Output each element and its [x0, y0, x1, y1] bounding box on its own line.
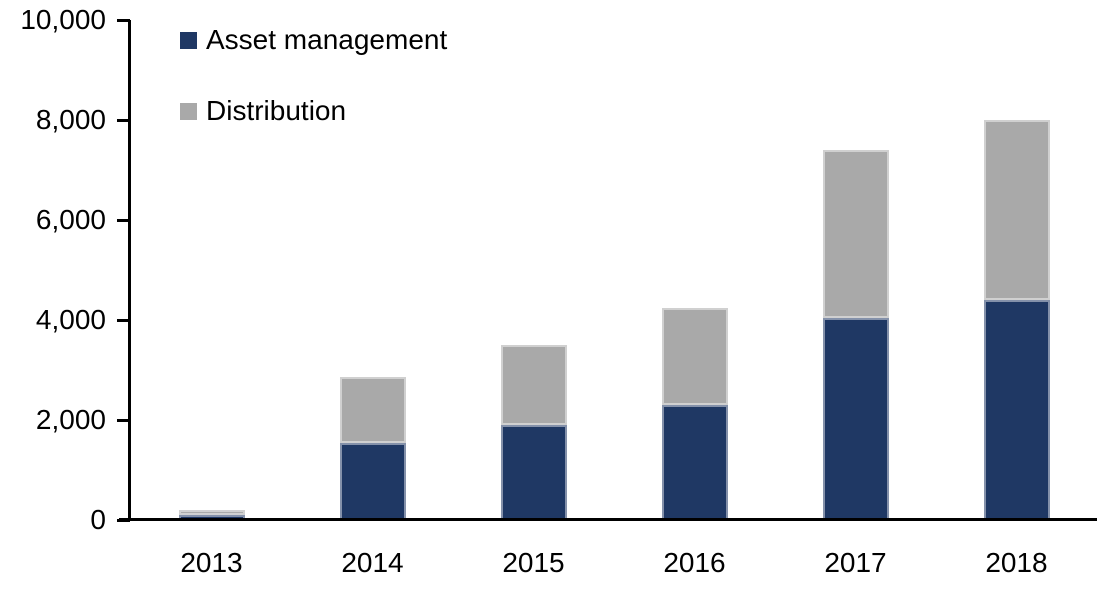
y-axis-tick-label: 8,000	[35, 104, 106, 135]
y-axis-tick-label: 10,000	[20, 4, 106, 35]
bar-segment-distribution-2013	[178, 510, 245, 515]
y-axis-tick-label: 2,000	[35, 404, 106, 435]
x-axis-category-label: 2015	[502, 547, 565, 578]
legend-swatch-icon	[180, 31, 197, 49]
y-axis-tick-label: 0	[90, 504, 106, 535]
x-axis-category-label: 2018	[985, 547, 1048, 578]
y-axis-line	[128, 20, 131, 521]
legend-swatch-icon	[180, 102, 197, 120]
y-axis-tick	[117, 419, 130, 422]
bar-segment-distribution-2014	[339, 377, 406, 443]
legend-label: Distribution	[206, 95, 347, 126]
y-axis-tick-label: 6,000	[35, 204, 106, 235]
x-axis-category-label: 2014	[341, 547, 404, 578]
bar-segment-distribution-2016	[661, 307, 728, 405]
legend-item: Asset management	[180, 26, 447, 54]
bar-segment-asset-management-2017	[822, 317, 889, 520]
legend-label: Asset management	[206, 24, 448, 55]
y-axis-tick	[117, 219, 130, 222]
bar-segment-distribution-2017	[822, 150, 889, 318]
y-axis-tick-label: 4,000	[35, 304, 106, 335]
bar-segment-asset-management-2016	[661, 405, 728, 520]
x-axis-category-label: 2013	[180, 547, 243, 578]
bar-segment-distribution-2015	[500, 345, 567, 425]
bar-segment-asset-management-2013	[178, 515, 245, 520]
bar-segment-distribution-2018	[983, 120, 1050, 300]
y-axis-tick	[117, 319, 130, 322]
bar-segment-asset-management-2014	[339, 442, 406, 520]
y-axis-tick	[117, 119, 130, 122]
bar-segment-asset-management-2015	[500, 425, 567, 520]
x-axis-line	[119, 518, 1097, 521]
x-axis-category-label: 2017	[824, 547, 887, 578]
x-axis-category-label: 2016	[663, 547, 726, 578]
y-axis-tick	[117, 19, 130, 22]
chart-legend: Asset management Distribution	[180, 26, 447, 168]
bar-segment-asset-management-2018	[983, 300, 1050, 520]
legend-item: Distribution	[180, 97, 447, 125]
